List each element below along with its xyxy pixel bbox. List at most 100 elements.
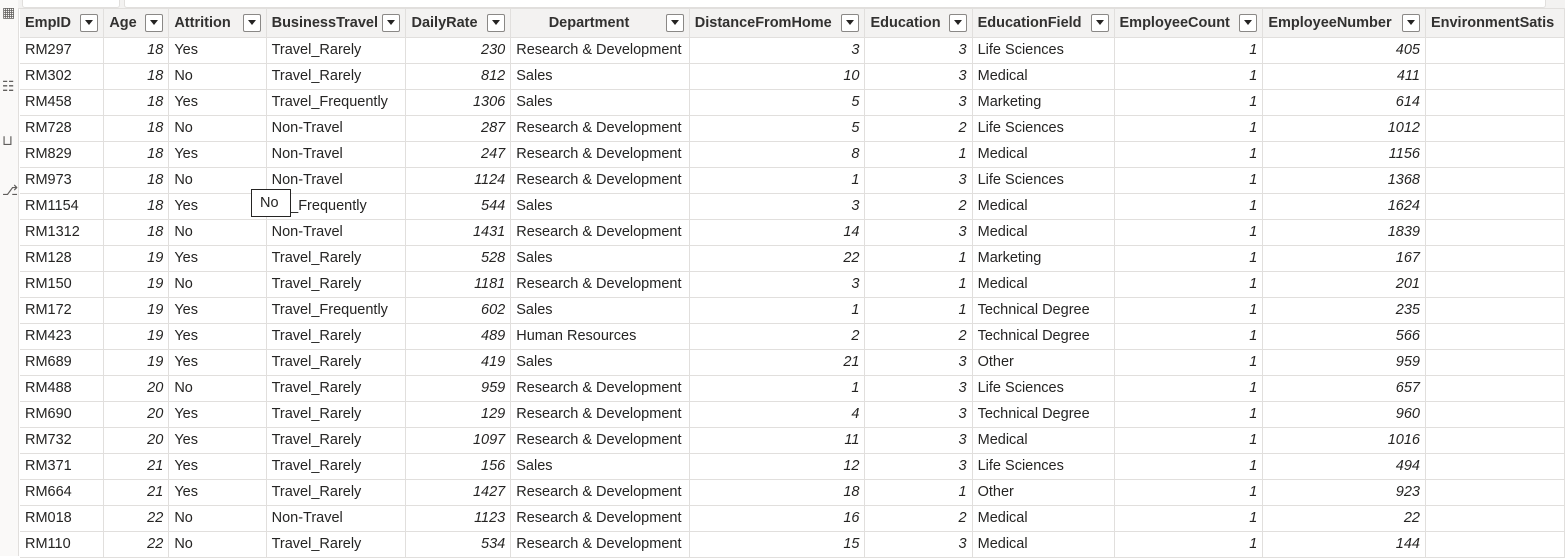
table-cell[interactable]: Sales: [510, 349, 690, 376]
table-cell[interactable]: [1425, 115, 1565, 142]
table-cell[interactable]: 1839: [1262, 219, 1426, 246]
table-cell[interactable]: [1425, 401, 1565, 428]
table-cell[interactable]: Research & Development: [510, 167, 690, 194]
table-cell[interactable]: 22: [1262, 505, 1426, 532]
table-cell[interactable]: [1425, 89, 1565, 116]
table-cell[interactable]: 1: [1114, 63, 1264, 90]
toolbar-tab[interactable]: [22, 0, 120, 8]
filter-dropdown-icon[interactable]: [1401, 13, 1420, 32]
table-cell[interactable]: 3: [864, 219, 973, 246]
column-header-distancefromhome[interactable]: DistanceFromHome: [689, 9, 866, 38]
table-cell[interactable]: 2: [864, 323, 973, 350]
table-cell[interactable]: Sales: [510, 63, 690, 90]
filter-dropdown-icon[interactable]: [242, 13, 261, 32]
table-cell[interactable]: [1425, 375, 1565, 402]
table-cell[interactable]: [1425, 37, 1565, 64]
table-cell[interactable]: 12: [689, 453, 866, 480]
table-cell[interactable]: No: [168, 505, 267, 532]
table-cell[interactable]: 2: [864, 193, 973, 220]
table-cell[interactable]: RM728: [20, 115, 105, 142]
table-cell[interactable]: [1425, 193, 1565, 220]
table-cell[interactable]: 19: [103, 245, 170, 272]
table-cell[interactable]: RM302: [20, 63, 105, 90]
table-cell[interactable]: 3: [864, 349, 973, 376]
table-cell[interactable]: [1425, 271, 1565, 298]
table-cell[interactable]: 1: [1114, 349, 1264, 376]
table-cell[interactable]: 22: [103, 505, 170, 532]
table-cell[interactable]: 1: [1114, 401, 1264, 428]
table-cell[interactable]: Sales: [510, 245, 690, 272]
filter-dropdown-icon[interactable]: [487, 13, 506, 32]
table-cell[interactable]: RM018: [20, 505, 105, 532]
table-cell[interactable]: 20: [103, 401, 170, 428]
table-cell[interactable]: RM732: [20, 427, 105, 454]
table-cell[interactable]: 534: [405, 531, 512, 558]
table-cell[interactable]: 18: [103, 167, 170, 194]
table-cell[interactable]: 1427: [405, 479, 512, 506]
table-cell[interactable]: 1: [1114, 271, 1264, 298]
table-cell[interactable]: 19: [103, 323, 170, 350]
table-cell[interactable]: 489: [405, 323, 512, 350]
table-cell[interactable]: 405: [1262, 37, 1426, 64]
table-cell[interactable]: 1181: [405, 271, 512, 298]
table-cell[interactable]: 1: [1114, 323, 1264, 350]
table-cell[interactable]: RM973: [20, 167, 105, 194]
table-cell[interactable]: Technical Degree: [972, 297, 1115, 324]
formula-bar[interactable]: [124, 0, 1546, 8]
table-cell[interactable]: Yes: [168, 323, 267, 350]
table-cell[interactable]: Research & Development: [510, 531, 690, 558]
table-cell[interactable]: RM458: [20, 89, 105, 116]
table-cell[interactable]: 1097: [405, 427, 512, 454]
table-cell[interactable]: 156: [405, 453, 512, 480]
table-cell[interactable]: Travel_Rarely: [266, 531, 407, 558]
table-cell[interactable]: 11: [689, 427, 866, 454]
column-header-dailyrate[interactable]: DailyRate: [405, 9, 512, 38]
table-cell[interactable]: RM664: [20, 479, 105, 506]
table-cell[interactable]: 544: [405, 193, 512, 220]
table-cell[interactable]: 1: [1114, 89, 1264, 116]
column-header-empid[interactable]: EmpID: [20, 9, 105, 38]
table-cell[interactable]: 1016: [1262, 427, 1426, 454]
table-cell[interactable]: Yes: [168, 479, 267, 506]
table-cell[interactable]: Medical: [972, 219, 1115, 246]
table-cell[interactable]: Medical: [972, 193, 1115, 220]
table-cell[interactable]: Yes: [168, 245, 267, 272]
table-cell[interactable]: Sales: [510, 453, 690, 480]
table-cell[interactable]: Research & Development: [510, 271, 690, 298]
table-cell[interactable]: No: [168, 63, 267, 90]
table-cell[interactable]: 15: [689, 531, 866, 558]
table-cell[interactable]: 923: [1262, 479, 1426, 506]
table-cell[interactable]: No: [168, 219, 267, 246]
table-cell[interactable]: 1: [1114, 37, 1264, 64]
table-cell[interactable]: Yes: [168, 297, 267, 324]
table-cell[interactable]: No: [168, 271, 267, 298]
table-cell[interactable]: Sales: [510, 193, 690, 220]
table-cell[interactable]: [1425, 505, 1565, 532]
table-cell[interactable]: Research & Development: [510, 401, 690, 428]
table-cell[interactable]: [1425, 245, 1565, 272]
table-cell[interactable]: 1: [689, 375, 866, 402]
table-cell[interactable]: Yes: [168, 89, 267, 116]
table-cell[interactable]: Travel_Rarely: [266, 349, 407, 376]
table-cell[interactable]: 3: [864, 37, 973, 64]
table-cell[interactable]: Research & Development: [510, 219, 690, 246]
table-cell[interactable]: RM110: [20, 531, 105, 558]
table-cell[interactable]: Non-Travel: [266, 505, 407, 532]
table-cell[interactable]: [1425, 141, 1565, 168]
table-cell[interactable]: 1124: [405, 167, 512, 194]
table-cell[interactable]: Non-Travel: [266, 219, 407, 246]
table-cell[interactable]: [1425, 453, 1565, 480]
table-cell[interactable]: 1: [1114, 193, 1264, 220]
table-cell[interactable]: RM423: [20, 323, 105, 350]
filter-dropdown-icon[interactable]: [948, 13, 967, 32]
table-cell[interactable]: 167: [1262, 245, 1426, 272]
table-cell[interactable]: Marketing: [972, 89, 1115, 116]
table-cell[interactable]: 960: [1262, 401, 1426, 428]
table-cell[interactable]: Yes: [168, 193, 267, 220]
table-cell[interactable]: 21: [103, 453, 170, 480]
table-cell[interactable]: 20: [103, 375, 170, 402]
table-cell[interactable]: 1: [1114, 167, 1264, 194]
table-cell[interactable]: 1156: [1262, 141, 1426, 168]
table-cell[interactable]: 3: [689, 193, 866, 220]
table-cell[interactable]: 4: [689, 401, 866, 428]
